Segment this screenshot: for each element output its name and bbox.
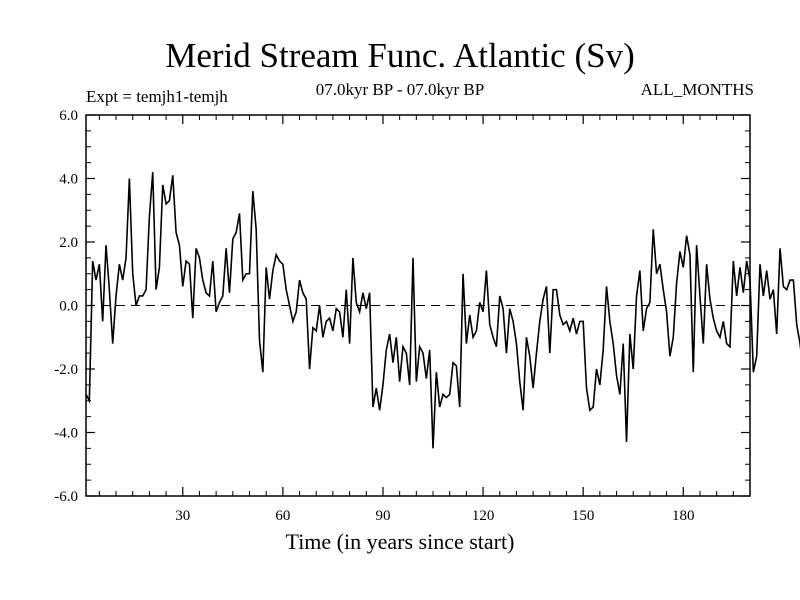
x-axis-title: Time (in years since start) xyxy=(285,529,515,554)
y-tick-label: -2.0 xyxy=(54,362,78,378)
x-tick-label: 30 xyxy=(175,508,190,524)
y-axis-tick-labels: 6.0 4.0 2.0 0.0 -2.0 -4.0 -6.0 xyxy=(54,108,78,505)
y-tick-label: -4.0 xyxy=(54,426,78,442)
chart-title: Merid Stream Func. Atlantic (Sv) xyxy=(165,36,635,75)
series-layer xyxy=(85,172,800,449)
y-tick-label: 6.0 xyxy=(59,108,78,124)
x-tick-label: 150 xyxy=(572,508,595,524)
series-line-0 xyxy=(85,172,800,449)
y-tick-label: 2.0 xyxy=(59,235,78,251)
experiment-label: Expt = temjh1-temjh xyxy=(86,87,228,106)
chart-subtitle: 07.0kyr BP - 07.0kyr BP xyxy=(315,80,485,99)
axis-ticks xyxy=(86,114,750,497)
x-tick-label: 120 xyxy=(472,508,495,524)
x-tick-label: 180 xyxy=(672,508,695,524)
season-label: ALL_MONTHS xyxy=(640,80,754,99)
y-tick-label: 0.0 xyxy=(59,299,78,315)
y-tick-label: 4.0 xyxy=(59,172,78,188)
x-axis-tick-labels: 30 60 90 120 150 180 xyxy=(175,508,694,524)
x-tick-label: 90 xyxy=(375,508,390,524)
y-tick-label: -6.0 xyxy=(54,489,78,505)
x-tick-label: 60 xyxy=(275,508,290,524)
